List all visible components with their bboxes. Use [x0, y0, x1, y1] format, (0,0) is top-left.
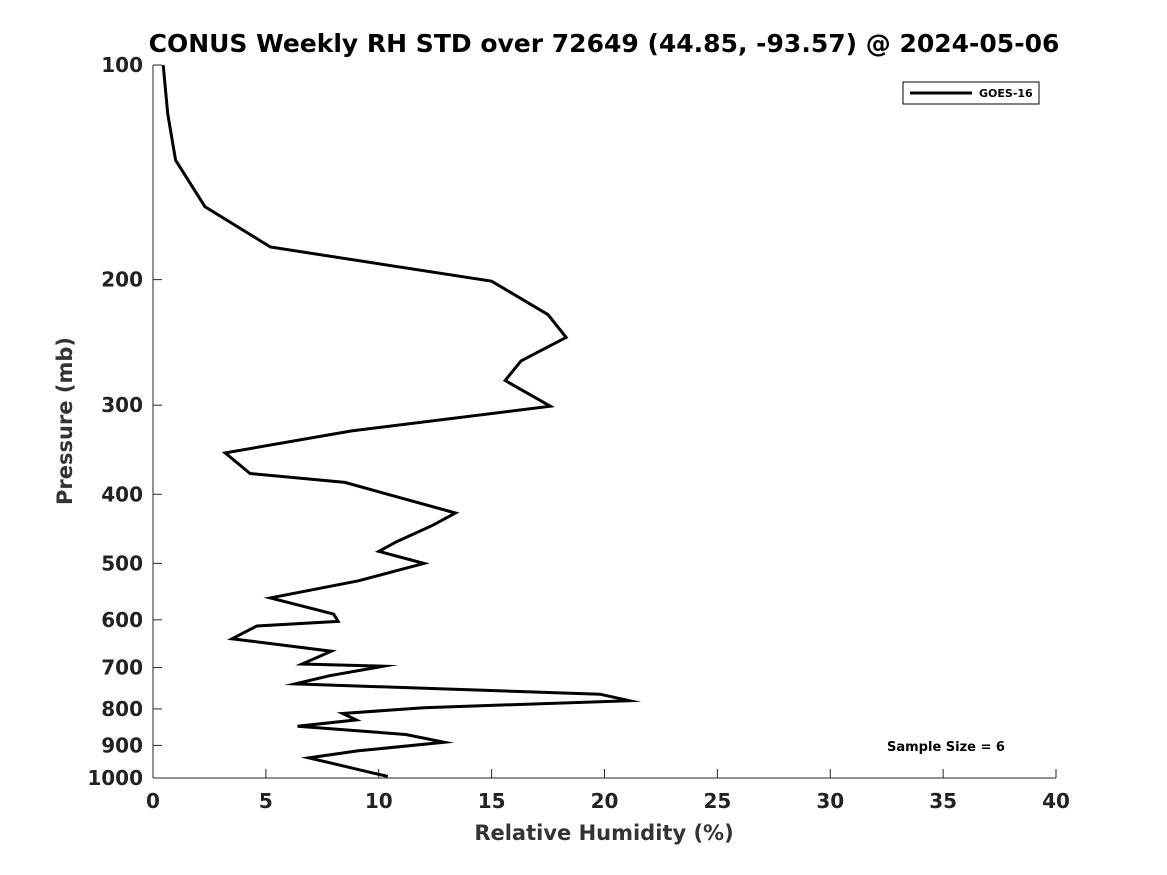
- y-tick-label: 400: [101, 482, 143, 506]
- x-tick-label: 5: [259, 789, 273, 813]
- chart-title: CONUS Weekly RH STD over 72649 (44.85, -…: [149, 29, 1060, 58]
- sample-size-annotation: Sample Size = 6: [887, 740, 1005, 755]
- y-tick-label: 600: [101, 608, 143, 632]
- y-tick-label: 800: [101, 697, 143, 721]
- x-tick-label: 35: [929, 789, 957, 813]
- x-tick-label: 15: [478, 789, 506, 813]
- y-tick-label: 500: [101, 551, 143, 575]
- legend-label: GOES-16: [979, 87, 1033, 100]
- y-tick-label: 200: [101, 268, 143, 292]
- y-tick-label: 1000: [87, 766, 143, 790]
- y-tick-label: 300: [101, 393, 143, 417]
- x-tick-label: 30: [816, 789, 844, 813]
- plot-area: 0 5 10 15 20 25 30 35 40 100 200 300 400 500 600 700 800…: [87, 53, 1070, 813]
- legend: GOES-16: [902, 81, 1040, 105]
- y-tick-label: 700: [101, 656, 143, 680]
- y-tick-label: 900: [101, 733, 143, 757]
- x-tick-label: 40: [1042, 789, 1070, 813]
- x-tick-label: 20: [591, 789, 619, 813]
- x-axis-label: Relative Humidity (%): [474, 821, 733, 845]
- x-tick-label: 25: [703, 789, 731, 813]
- x-tick-label: 0: [146, 789, 160, 813]
- series-line-goes-16: [161, 64, 642, 778]
- y-axis-label: Pressure (mb): [53, 337, 77, 505]
- x-tick-label: 10: [365, 789, 393, 813]
- y-tick-label: 100: [101, 53, 143, 77]
